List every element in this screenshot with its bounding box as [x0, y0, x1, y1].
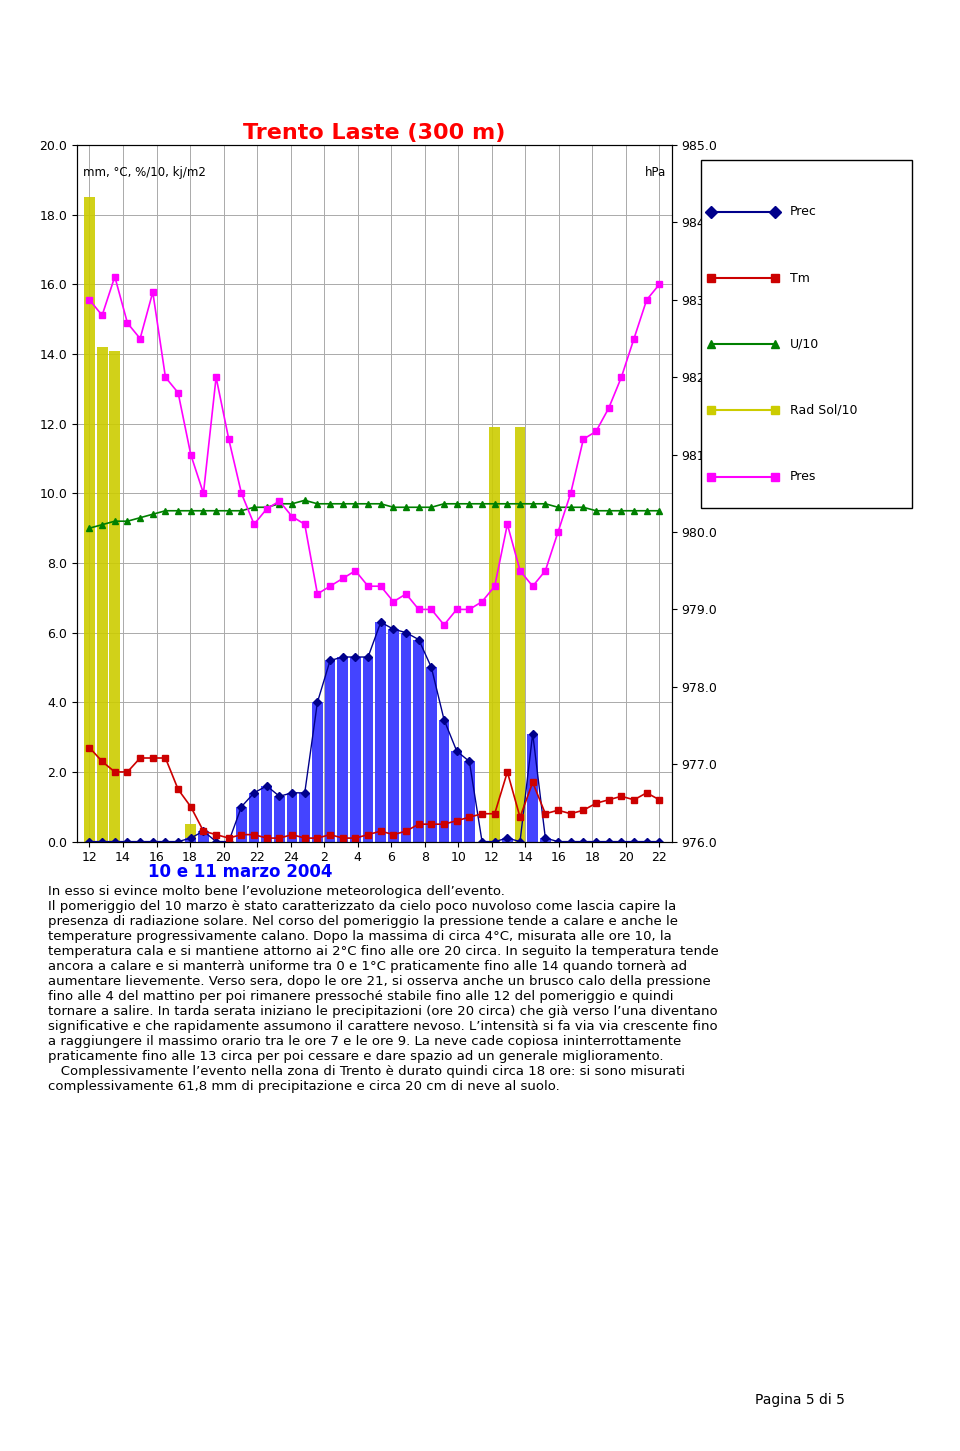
- Bar: [300, 792, 310, 842]
- Bar: [527, 734, 538, 842]
- Text: 10 e 11 marzo 2004: 10 e 11 marzo 2004: [148, 863, 332, 881]
- Bar: [464, 762, 475, 842]
- Bar: [451, 752, 462, 842]
- Bar: [312, 702, 323, 842]
- Bar: [350, 657, 361, 842]
- Bar: [274, 797, 285, 842]
- Bar: [540, 839, 551, 842]
- Bar: [490, 427, 500, 842]
- Text: Pagina 5 di 5: Pagina 5 di 5: [755, 1393, 845, 1407]
- Bar: [439, 720, 449, 842]
- Text: hPa: hPa: [645, 165, 666, 178]
- Bar: [109, 351, 120, 842]
- Bar: [400, 633, 412, 842]
- Text: U/10: U/10: [789, 338, 819, 351]
- Bar: [375, 622, 386, 842]
- Bar: [502, 839, 513, 842]
- Bar: [236, 807, 247, 842]
- Text: In esso si evince molto bene l’evoluzione meteorologica dell’evento.
Il pomerigg: In esso si evince molto bene l’evoluzion…: [48, 885, 719, 1093]
- Text: Tm: Tm: [789, 271, 809, 284]
- Bar: [249, 792, 259, 842]
- Text: Pres: Pres: [789, 470, 816, 483]
- Text: Trento Laste (300 m): Trento Laste (300 m): [243, 123, 506, 144]
- Text: Prec: Prec: [789, 206, 816, 218]
- Bar: [502, 839, 513, 842]
- Bar: [337, 657, 348, 842]
- Bar: [388, 630, 398, 842]
- Bar: [198, 831, 209, 842]
- Bar: [414, 640, 424, 842]
- Bar: [324, 660, 335, 842]
- Bar: [426, 667, 437, 842]
- Bar: [515, 427, 525, 842]
- Bar: [363, 657, 373, 842]
- Bar: [185, 824, 196, 842]
- Text: mm, °C, %/10, kj/m2: mm, °C, %/10, kj/m2: [83, 165, 205, 178]
- Bar: [84, 197, 95, 842]
- Bar: [185, 839, 196, 842]
- Bar: [261, 786, 272, 842]
- FancyBboxPatch shape: [701, 160, 912, 508]
- Bar: [97, 347, 108, 842]
- Bar: [527, 734, 538, 842]
- Text: Rad Sol/10: Rad Sol/10: [789, 403, 857, 416]
- Bar: [287, 792, 298, 842]
